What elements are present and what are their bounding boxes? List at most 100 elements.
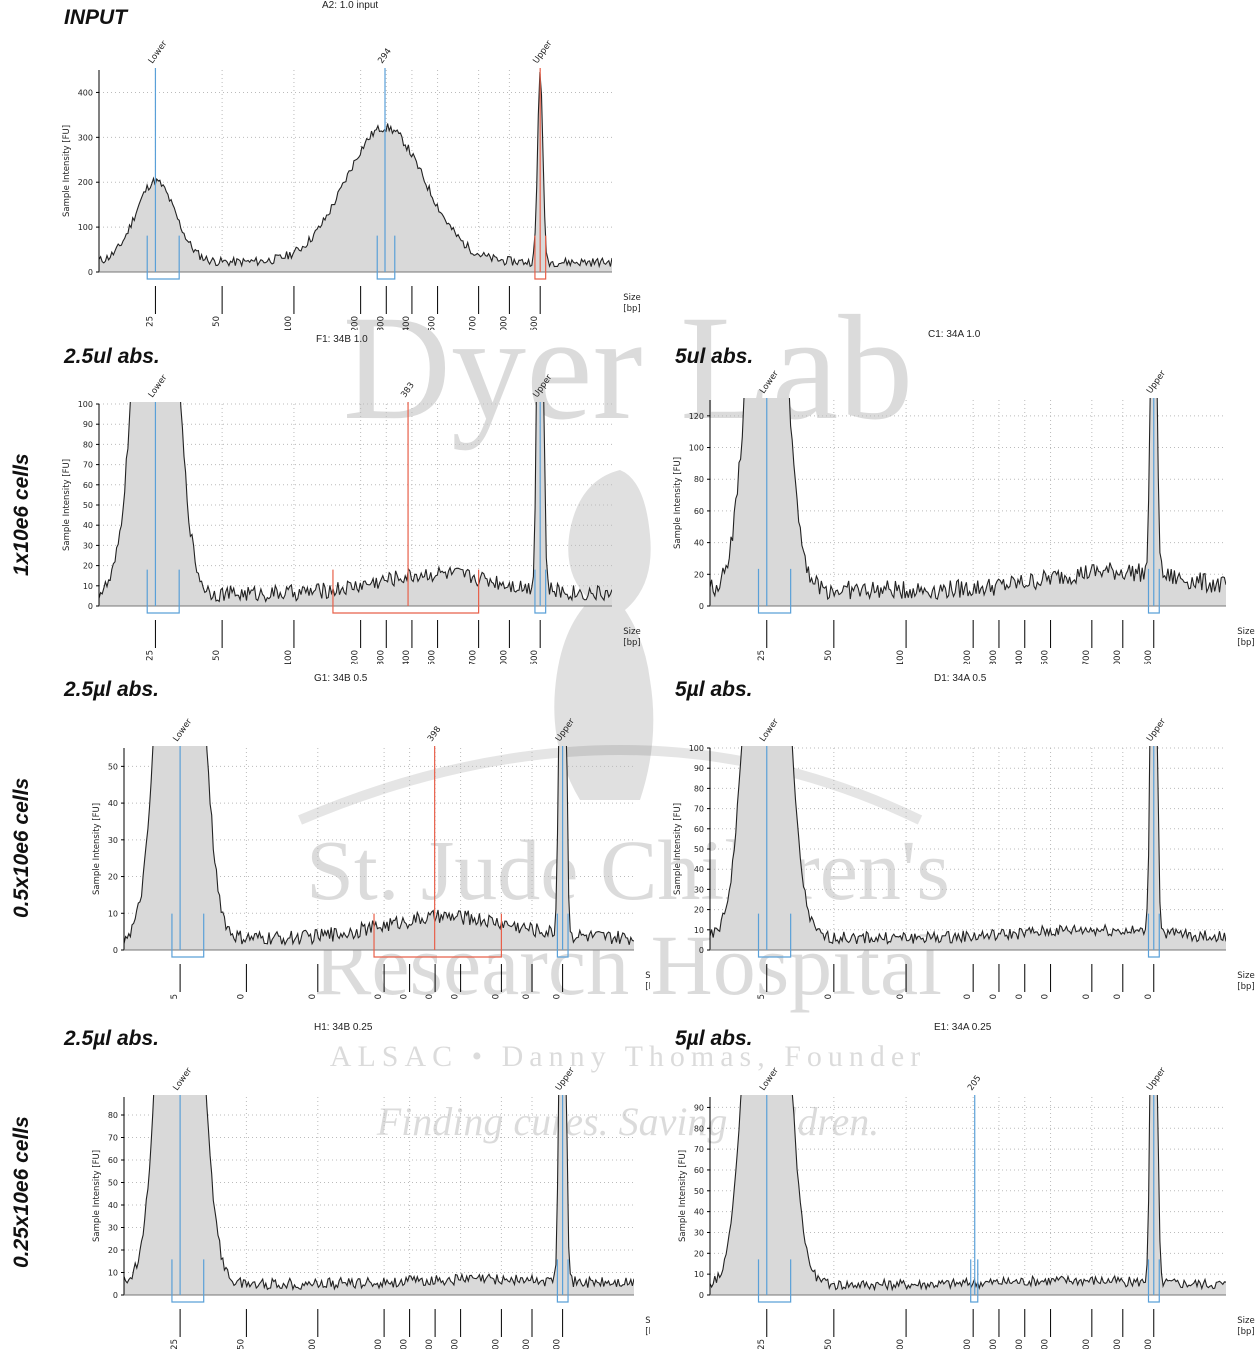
trace-fill [124,746,634,950]
marker-bracket [534,569,547,614]
x-tick-label: 300 [989,650,999,664]
trace-line [710,746,1226,945]
x-axis-label: Size [623,627,640,637]
y-tick-label: 50 [83,501,93,510]
y-tick-label: 300 [78,133,93,142]
x-tick-label: 50 [236,1339,246,1349]
y-tick-label: 400 [78,88,93,97]
x-axis-label: [bp] [645,1327,650,1337]
x-tick-label: 1,500 [553,1339,563,1349]
y-tick-label: 20 [108,1246,118,1255]
x-tick-label: 500 [451,1339,461,1349]
panel-title-f1: F1: 34B 1.0 [316,334,368,345]
x-tick-label: 300 [376,650,386,664]
trace-fill [710,398,1226,606]
y-tick-label: 60 [694,825,704,834]
x-tick-label: 500 [1041,1339,1051,1349]
marker-bracket [534,235,547,280]
trace-fill [710,1095,1226,1295]
marker-bracket [757,568,792,614]
x-tick-label: 50 [236,994,246,1000]
x-tick-label: 100 [308,1339,318,1349]
x-axis-label: Size [645,971,650,981]
row-label-0-5x10e6: 0.5x10e6 cells [10,777,33,918]
y-tick-label: 40 [694,1208,704,1217]
panel-title-h1: H1: 34B 0.25 [314,1022,373,1033]
x-tick-label: 1,000 [499,316,509,330]
y-tick-label: 80 [694,784,704,793]
row-label-0-25x10e6: 0.25x10e6 cells [10,1116,33,1268]
marker-bracket [970,1259,979,1303]
marker-label: Lower [758,369,781,396]
y-tick-label: 0 [88,602,93,611]
y-tick-label: 20 [694,570,704,579]
y-tick-label: 10 [694,1270,704,1279]
y-tick-label: 90 [694,1103,704,1112]
x-tick-label: 1,000 [1113,994,1123,1000]
y-tick-label: 30 [83,541,93,550]
y-tick-label: 80 [694,475,704,484]
y-tick-label: 20 [108,873,118,882]
electropherogram-d1: 0 10 20 30 40 50 60 70 80 90 100 Sample Intensity [… [673,716,1255,1000]
x-tick-label: 100 [896,650,906,664]
y-tick-label: 60 [83,481,93,490]
x-tick-label: 100 [284,650,294,664]
y-tick-label: 60 [694,1166,704,1175]
y-tick-label: 40 [83,521,93,530]
y-tick-label: 50 [108,1179,118,1188]
y-tick-label: 30 [108,1224,118,1233]
x-tick-label: 300 [400,994,410,1000]
x-tick-label: 700 [469,316,479,330]
y-tick-label: 50 [694,1187,704,1196]
x-axis-label: Size [1237,627,1254,637]
y-tick-label: 0 [113,946,118,955]
marker-bracket [556,913,569,958]
electropherogram-c1: 0 20 40 60 80 100 120 Sample Intensity [FU] 25 50… [673,368,1255,664]
x-tick-label: 25 [757,994,767,1000]
marker-label: Upper [531,372,554,399]
x-tick-label: 1,000 [522,994,532,1000]
y-tick-label: 20 [694,906,704,915]
trace-line [710,1095,1226,1292]
x-tick-label: 100 [896,1339,906,1349]
panel-label-c1: 5ul abs. [675,345,754,368]
trace-line [99,71,612,269]
marker-label: Upper [1145,716,1168,743]
y-tick-label: 0 [88,268,93,277]
y-axis-label: Sample Intensity [FU] [673,457,683,549]
panel-label-h1: 2.5µl abs. [64,1027,159,1050]
y-tick-label: 0 [699,1291,704,1300]
y-axis-label: Sample Intensity [FU] [92,1150,102,1242]
x-tick-label: 100 [284,316,294,330]
y-tick-label: 100 [78,223,93,232]
x-tick-label: 200 [351,316,361,330]
x-tick-label: 100 [308,994,318,1000]
row-label-1x10e6: 1x10e6 cells [10,453,33,576]
x-tick-label: 25 [757,650,767,661]
marker-label: Upper [554,1065,577,1092]
panel-label-f1: 2.5ul abs. [64,345,160,368]
y-tick-label: 20 [83,562,93,571]
trace-fill [99,71,612,272]
x-tick-label: 1,000 [1113,1339,1123,1349]
marker-label: 383 [399,381,417,400]
y-tick-label: 10 [108,1269,118,1278]
x-tick-label: 200 [351,650,361,664]
x-tick-label: 700 [469,650,479,664]
y-tick-label: 70 [694,805,704,814]
y-tick-label: 120 [689,412,704,421]
x-tick-label: 500 [428,650,438,664]
y-tick-label: 80 [108,1111,118,1120]
x-tick-label: 400 [425,994,435,1000]
y-tick-label: 0 [113,1291,118,1300]
y-tick-label: 80 [694,1124,704,1133]
marker-bracket [757,1259,792,1303]
x-axis-label: Size [623,293,640,303]
x-tick-label: 1,000 [1113,650,1123,664]
y-tick-label: 10 [83,582,93,591]
y-tick-label: 0 [699,602,704,611]
marker-bracket [171,913,205,958]
panel-title-g1: G1: 34B 0.5 [314,673,368,684]
y-tick-label: 10 [694,926,704,935]
